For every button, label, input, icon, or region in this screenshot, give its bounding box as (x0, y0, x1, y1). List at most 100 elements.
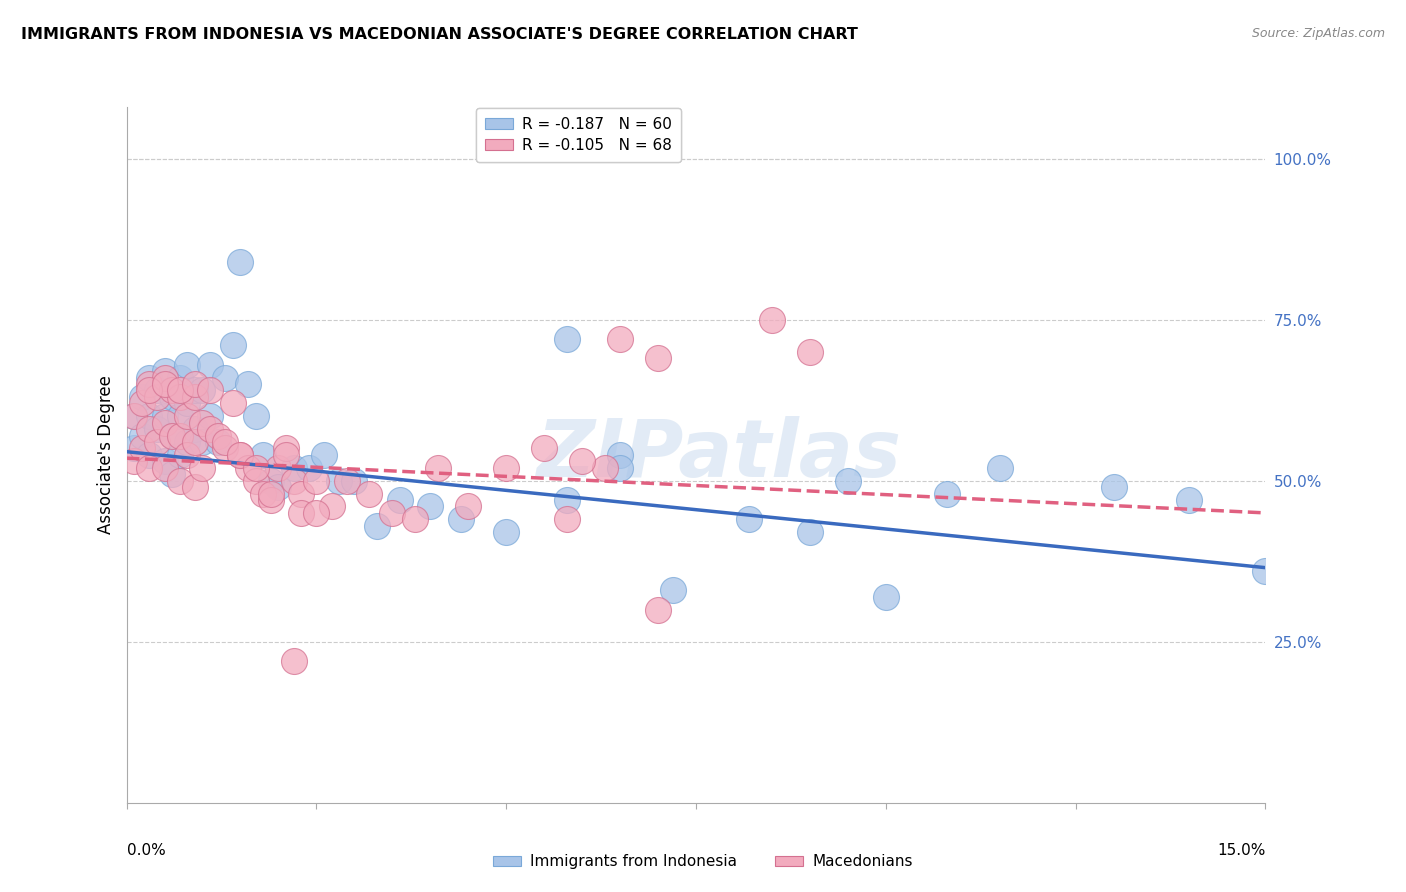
Point (495, 460, 517, 475)
Point (138, 422, 160, 436)
Point (1178, 493, 1201, 508)
Point (419, 500, 441, 514)
Legend: Immigrants from Indonesia, Macedonians: Immigrants from Indonesia, Macedonians (488, 848, 918, 875)
Point (207, 435, 229, 450)
Point (169, 409, 191, 424)
Point (191, 384, 214, 398)
Point (146, 384, 169, 398)
Point (321, 500, 343, 514)
Point (761, 312, 783, 326)
Point (609, 332, 631, 346)
Point (184, 422, 207, 436)
Point (160, 428, 183, 442)
Point (252, 448, 274, 462)
Point (799, 344, 821, 359)
Point (169, 474, 191, 488)
Point (131, 428, 153, 442)
Point (131, 390, 153, 404)
Point (267, 460, 290, 475)
Point (267, 480, 290, 494)
Point (555, 332, 578, 346)
Point (245, 409, 267, 424)
Point (122, 409, 145, 424)
Point (738, 512, 761, 526)
Point (146, 435, 169, 450)
Point (609, 460, 631, 475)
Point (290, 506, 312, 520)
Point (229, 254, 252, 268)
Point (198, 384, 221, 398)
Point (176, 409, 198, 424)
Point (426, 460, 449, 475)
Point (138, 377, 160, 392)
Point (198, 409, 221, 424)
Point (533, 442, 555, 456)
Point (450, 512, 472, 526)
Point (457, 500, 479, 514)
Point (131, 396, 153, 410)
Point (138, 448, 160, 462)
Point (214, 370, 236, 384)
Point (298, 460, 321, 475)
Point (875, 590, 897, 604)
Point (609, 448, 631, 462)
Point (160, 384, 183, 398)
Point (236, 460, 259, 475)
Point (146, 390, 169, 404)
Point (184, 435, 207, 450)
Point (260, 493, 283, 508)
Point (662, 583, 685, 598)
Text: IMMIGRANTS FROM INDONESIA VS MACEDONIAN ASSOCIATE'S DEGREE CORRELATION CHART: IMMIGRANTS FROM INDONESIA VS MACEDONIAN … (21, 27, 858, 42)
Point (160, 428, 183, 442)
Point (138, 384, 160, 398)
Point (343, 474, 366, 488)
Point (236, 377, 259, 392)
Point (260, 474, 283, 488)
Point (222, 396, 245, 410)
Point (388, 493, 411, 508)
Point (138, 460, 160, 475)
Point (336, 474, 359, 488)
Point (176, 448, 198, 462)
Point (153, 364, 176, 378)
Point (274, 442, 297, 456)
Point (593, 460, 616, 475)
Point (153, 416, 176, 430)
Point (214, 442, 236, 456)
Point (274, 448, 297, 462)
Point (647, 351, 669, 366)
Point (191, 460, 214, 475)
Point (359, 486, 381, 500)
Text: ZIPatlas: ZIPatlas (536, 416, 901, 494)
Point (184, 390, 207, 404)
Point (198, 422, 221, 436)
Point (153, 460, 176, 475)
Point (283, 654, 305, 668)
Point (169, 428, 191, 442)
Point (122, 454, 145, 468)
Point (153, 370, 176, 384)
Point (160, 390, 183, 404)
Point (290, 486, 312, 500)
Point (176, 396, 198, 410)
Point (647, 602, 669, 616)
Point (122, 409, 145, 424)
Point (245, 460, 267, 475)
Point (328, 474, 350, 488)
Point (571, 454, 593, 468)
Legend: R = -0.187   N = 60, R = -0.105   N = 68: R = -0.187 N = 60, R = -0.105 N = 68 (475, 108, 681, 162)
Point (283, 474, 305, 488)
Point (305, 506, 328, 520)
Point (160, 467, 183, 482)
Text: Source: ZipAtlas.com: Source: ZipAtlas.com (1251, 27, 1385, 40)
Point (176, 435, 198, 450)
Point (283, 460, 305, 475)
Point (252, 486, 274, 500)
Point (176, 358, 198, 372)
Point (555, 493, 578, 508)
Point (495, 525, 517, 540)
Point (169, 384, 191, 398)
Point (229, 448, 252, 462)
Point (555, 512, 578, 526)
Point (169, 370, 191, 384)
